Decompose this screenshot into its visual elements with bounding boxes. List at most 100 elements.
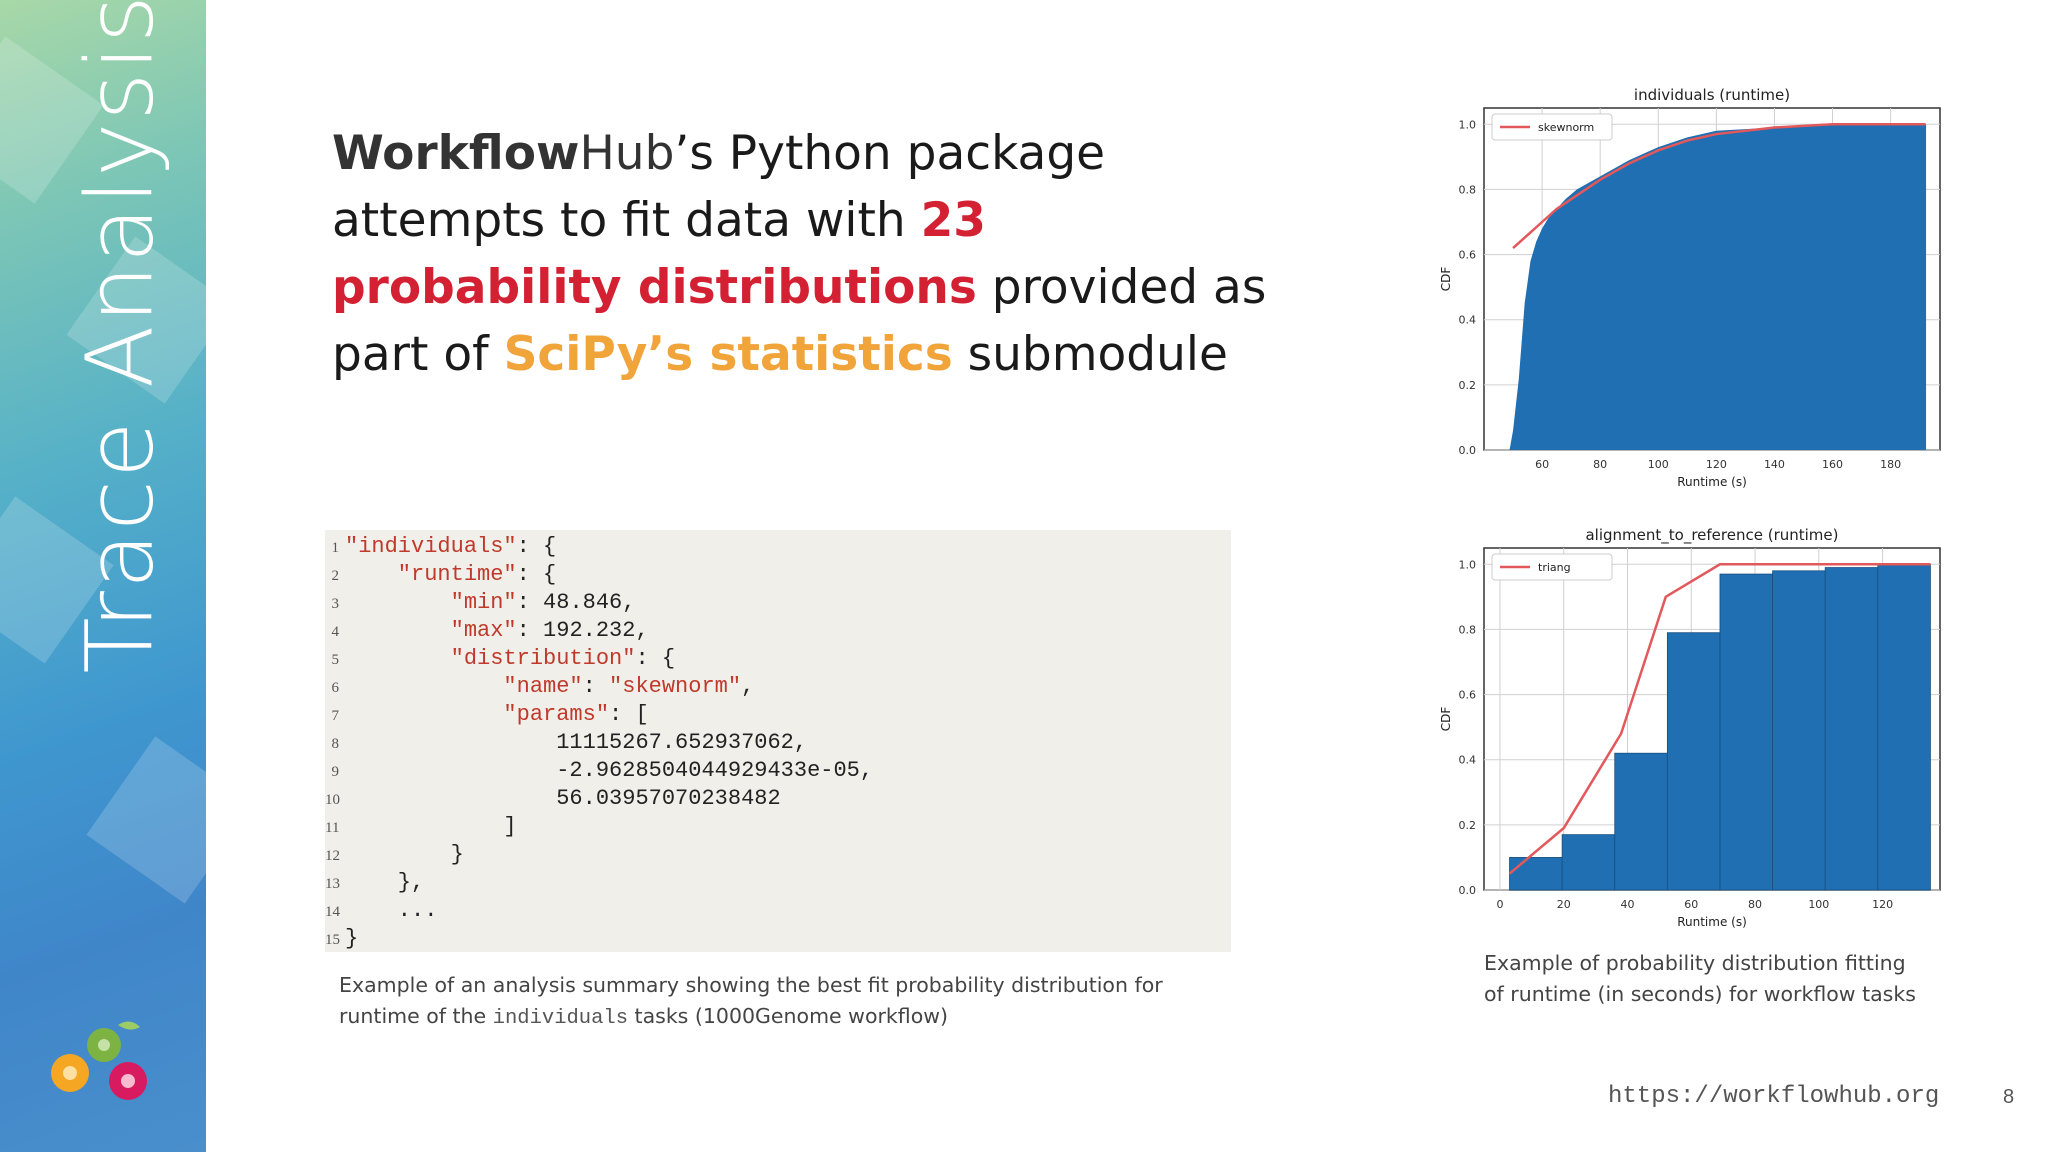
code-text: ] bbox=[345, 814, 517, 839]
line-number: 8 bbox=[331, 736, 340, 752]
code-key: "params" bbox=[345, 702, 610, 727]
workflowhub-logo-icon bbox=[51, 1021, 147, 1100]
code-snippet: 1 "individuals": {2 "runtime": {3 "min": … bbox=[325, 530, 1231, 952]
headline: WorkflowHub’s Python package attempts to… bbox=[332, 120, 1282, 388]
brand-name-bold: Workflow bbox=[332, 126, 580, 181]
code-caption-mono: individuals bbox=[492, 1007, 629, 1030]
section-title: Trace Analysis bbox=[66, 0, 174, 674]
y-tick-label: 1.0 bbox=[1459, 118, 1477, 131]
x-tick-label: 0 bbox=[1496, 898, 1503, 911]
x-tick-label: 40 bbox=[1620, 898, 1634, 911]
chart-caption-line2: of runtime (in seconds) for workflow tas… bbox=[1484, 982, 1916, 1006]
line-number: 15 bbox=[325, 932, 340, 948]
x-tick-label: 160 bbox=[1822, 458, 1843, 471]
brand-name-normal: Hub bbox=[579, 126, 675, 181]
code-line: 14 ... bbox=[325, 897, 437, 925]
page-number: 8 bbox=[2003, 1086, 2015, 1108]
x-tick-label: 80 bbox=[1593, 458, 1607, 471]
chart-individuals-runtime: 60 80 100 120 140 160 180 0.0 0.2 0.4 0.6 0.8 1.0 ind… bbox=[1432, 80, 1952, 495]
code-key: "name" bbox=[345, 674, 583, 699]
code-key: "distribution" bbox=[345, 646, 636, 671]
x-tick-label: 120 bbox=[1706, 458, 1727, 471]
y-tick-label: 0.2 bbox=[1459, 379, 1477, 392]
cdf-bar bbox=[1824, 567, 1879, 891]
line-number: 1 bbox=[331, 540, 340, 556]
y-tick-label: 0.6 bbox=[1459, 249, 1477, 262]
cdf-bar bbox=[1877, 563, 1931, 891]
y-tick-label: 0.0 bbox=[1459, 884, 1477, 897]
code-caption-line1: Example of an analysis summary showing t… bbox=[339, 973, 1163, 997]
code-key: "individuals" bbox=[345, 534, 517, 559]
background-facet bbox=[86, 736, 206, 904]
code-line: 8 11115267.652937062, bbox=[325, 729, 808, 757]
code-text: ... bbox=[345, 898, 438, 923]
legend-label: triang bbox=[1538, 561, 1571, 574]
line-number: 9 bbox=[331, 764, 340, 780]
code-text: : { bbox=[635, 646, 676, 671]
sidebar-banner: Trace Analysis bbox=[0, 0, 206, 1152]
footer-url-link[interactable]: https://workflowhub.org bbox=[1608, 1083, 1940, 1110]
y-tick-label: 0.6 bbox=[1459, 689, 1477, 702]
cdf-bar bbox=[1772, 570, 1826, 891]
headline-text-2: provided as part of bbox=[332, 260, 1267, 382]
cdf-bar bbox=[1614, 752, 1668, 891]
y-tick-label: 0.8 bbox=[1459, 623, 1477, 636]
cdf-bar bbox=[1666, 632, 1721, 891]
line-number: 6 bbox=[331, 680, 340, 696]
code-line: 9 -2.9628504044929433e-05, bbox=[325, 757, 874, 785]
code-line: 6 "name": "skewnorm", bbox=[325, 673, 755, 701]
x-axis-label: Runtime (s) bbox=[1677, 915, 1747, 929]
chart-svg: 0 20 40 60 80 100 120 0.0 0.2 0.4 0.6 0.8 1.0 alignme… bbox=[1439, 526, 1941, 929]
code-text: } bbox=[345, 926, 359, 951]
x-tick-label: 60 bbox=[1684, 898, 1698, 911]
code-line: 5 "distribution": { bbox=[325, 645, 676, 673]
y-tick-label: 0.0 bbox=[1459, 444, 1477, 457]
line-number: 3 bbox=[331, 596, 340, 612]
code-text: : { bbox=[516, 562, 557, 587]
code-text: : 192.232, bbox=[516, 618, 649, 643]
code-text: -2.9628504044929433e-05, bbox=[345, 758, 874, 783]
code-text: } bbox=[345, 842, 464, 867]
chart-caption-line1: Example of probability distribution fitt… bbox=[1484, 951, 1906, 975]
y-tick-label: 0.8 bbox=[1459, 183, 1477, 196]
fit-line bbox=[1508, 563, 1931, 875]
code-line: 13 }, bbox=[325, 869, 424, 897]
y-tick-label: 1.0 bbox=[1459, 558, 1477, 571]
cdf-area bbox=[1509, 124, 1927, 451]
code-line: 3 "min": 48.846, bbox=[325, 589, 636, 617]
line-number: 11 bbox=[325, 820, 340, 836]
code-text: 56.03957070238482 bbox=[345, 786, 781, 811]
x-tick-label: 100 bbox=[1648, 458, 1669, 471]
code-line: 1 "individuals": { bbox=[325, 533, 557, 561]
chart-title: individuals (runtime) bbox=[1634, 86, 1790, 104]
code-text: }, bbox=[345, 870, 425, 895]
headline-text-3: submodule bbox=[952, 327, 1228, 382]
code-line: 4 "max": 192.232, bbox=[325, 617, 649, 645]
code-line: 11 ] bbox=[325, 813, 517, 841]
x-tick-label: 100 bbox=[1808, 898, 1829, 911]
code-text: : { bbox=[516, 534, 557, 559]
chart-svg: 60 80 100 120 140 160 180 0.0 0.2 0.4 0.6 0.8 1.0 ind… bbox=[1439, 86, 1941, 489]
code-line: 15} bbox=[325, 925, 358, 953]
y-axis-label: CDF bbox=[1439, 707, 1453, 732]
y-axis-label: CDF bbox=[1439, 267, 1453, 292]
line-number: 5 bbox=[331, 652, 340, 668]
headline-text-1: ’s Python package attempts to fit data w… bbox=[332, 126, 1106, 248]
fit-line bbox=[1512, 123, 1926, 249]
code-text: : bbox=[582, 674, 610, 699]
x-tick-label: 140 bbox=[1764, 458, 1785, 471]
cdf-bar bbox=[1719, 573, 1773, 891]
line-number: 12 bbox=[325, 848, 340, 864]
x-tick-label: 180 bbox=[1880, 458, 1901, 471]
legend-box bbox=[1491, 113, 1613, 141]
line-number: 2 bbox=[331, 568, 340, 584]
y-tick-label: 0.4 bbox=[1459, 754, 1477, 767]
code-line: 10 56.03957070238482 bbox=[325, 785, 781, 813]
line-number: 7 bbox=[331, 708, 340, 724]
code-caption: Example of an analysis summary showing t… bbox=[339, 970, 1239, 1034]
line-number: 13 bbox=[325, 876, 340, 892]
chart-alignment-runtime: 0 20 40 60 80 100 120 0.0 0.2 0.4 0.6 0.8 1.0 alignme… bbox=[1432, 520, 1952, 935]
x-tick-label: 120 bbox=[1872, 898, 1893, 911]
cdf-bar bbox=[1509, 857, 1563, 891]
x-tick-label: 80 bbox=[1748, 898, 1762, 911]
